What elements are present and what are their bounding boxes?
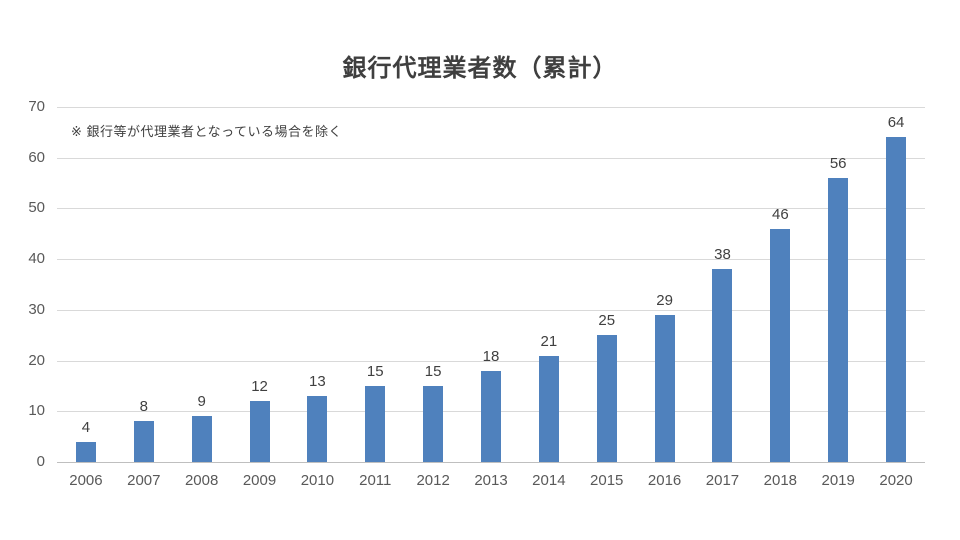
gridline bbox=[57, 208, 925, 210]
bar-value-label: 29 bbox=[656, 291, 673, 309]
bar-value-label: 56 bbox=[829, 155, 847, 172]
bar-2012 bbox=[423, 385, 444, 462]
bar-value-label: 18 bbox=[482, 347, 500, 365]
x-tick-label: 2014 bbox=[532, 472, 566, 489]
y-tick-label: 10 bbox=[28, 402, 45, 420]
x-tick-label: 2012 bbox=[416, 472, 450, 489]
x-tick-label: 2011 bbox=[359, 472, 392, 489]
x-tick-label: 2006 bbox=[69, 472, 103, 489]
bar-2006 bbox=[75, 441, 96, 462]
gridline bbox=[57, 462, 925, 463]
bar-value-label: 4 bbox=[81, 418, 91, 436]
gridline bbox=[57, 309, 925, 311]
bar-value-label: 64 bbox=[887, 114, 905, 132]
chart-note: ※ 銀行等が代理業者となっている場合を除く bbox=[71, 124, 342, 139]
bar-value-label: 15 bbox=[366, 362, 384, 380]
y-tick-label: 70 bbox=[28, 98, 45, 115]
x-tick-label: 2018 bbox=[763, 472, 798, 489]
gridline bbox=[57, 360, 925, 362]
bar-2018 bbox=[770, 228, 791, 462]
gridline bbox=[57, 259, 925, 261]
bar-2019 bbox=[828, 178, 849, 462]
bar-value-label: 38 bbox=[714, 246, 731, 264]
x-tick-label: 2017 bbox=[705, 472, 740, 489]
bar-2016 bbox=[654, 314, 675, 462]
bar-value-label: 13 bbox=[309, 373, 326, 391]
y-tick-label: 30 bbox=[28, 300, 45, 318]
bar-2007 bbox=[133, 421, 154, 462]
bar-value-label: 25 bbox=[598, 312, 616, 330]
bar-2008 bbox=[191, 416, 212, 462]
y-tick-label: 60 bbox=[28, 148, 45, 166]
bar-2011 bbox=[365, 385, 386, 462]
x-tick-label: 2016 bbox=[647, 472, 682, 489]
bar-2014 bbox=[538, 355, 559, 462]
chart-title: 銀行代理業者数（累計） bbox=[342, 55, 618, 82]
bar-2010 bbox=[307, 396, 328, 462]
gridline bbox=[57, 107, 925, 108]
x-tick-label: 2015 bbox=[590, 472, 624, 489]
x-tick-label: 2008 bbox=[184, 472, 219, 489]
x-tick-label: 2010 bbox=[300, 472, 335, 489]
x-tick-label: 2009 bbox=[242, 472, 277, 489]
bar-2015 bbox=[596, 335, 617, 462]
y-tick-label: 40 bbox=[28, 250, 45, 268]
bar-value-label: 15 bbox=[424, 362, 442, 380]
bar-value-label: 21 bbox=[540, 332, 558, 350]
y-tick-label: 0 bbox=[36, 453, 45, 470]
bar-2009 bbox=[249, 401, 270, 462]
y-tick-label: 20 bbox=[28, 351, 45, 369]
gridline bbox=[57, 157, 925, 159]
x-tick-label: 2013 bbox=[474, 472, 508, 489]
x-tick-label: 2007 bbox=[127, 472, 161, 489]
bar-value-label: 12 bbox=[251, 378, 268, 396]
bar-2017 bbox=[712, 269, 733, 462]
bar-value-label: 46 bbox=[771, 205, 789, 223]
bar-2020 bbox=[886, 137, 907, 462]
x-tick-label: 2019 bbox=[821, 472, 855, 489]
x-tick-label: 2020 bbox=[879, 472, 913, 489]
bar-value-label: 9 bbox=[197, 393, 206, 411]
y-tick-label: 50 bbox=[28, 199, 45, 217]
bar-value-label: 8 bbox=[139, 398, 148, 416]
bar-2013 bbox=[481, 370, 501, 462]
